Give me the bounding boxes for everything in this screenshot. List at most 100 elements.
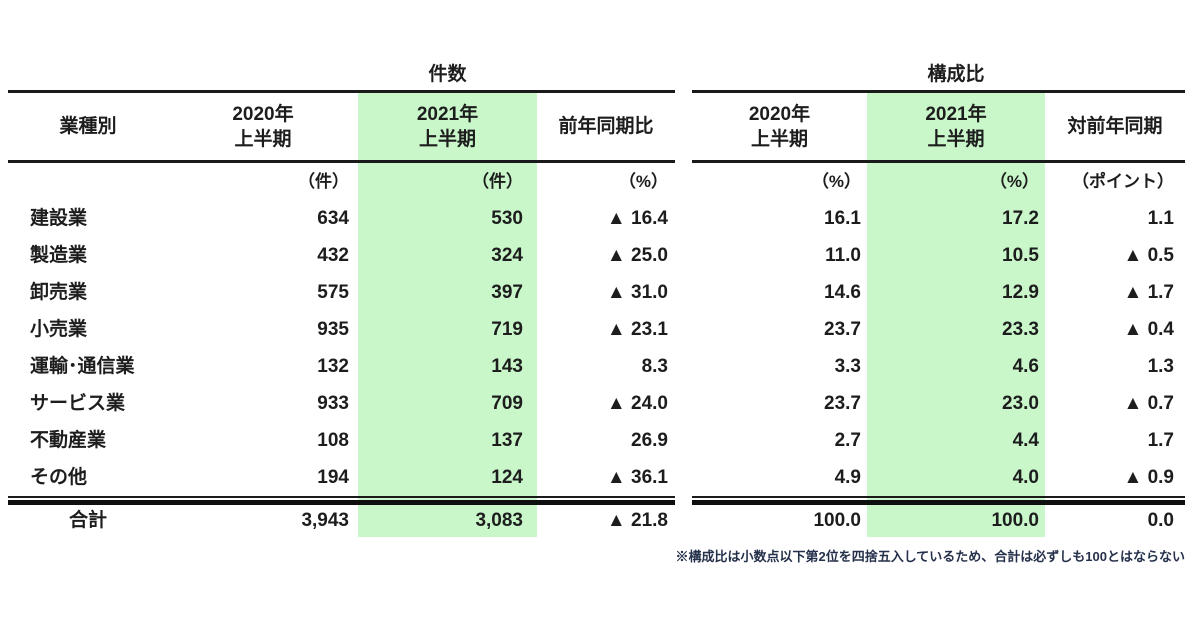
- industry-header-label: 業種別: [59, 116, 117, 137]
- ratio-2021-header: 2021年 上半期: [867, 93, 1045, 160]
- table-row: 卸売業 575 397 ▲ 31.0: [8, 274, 675, 311]
- thick-rule: [8, 500, 675, 505]
- count-yoy-unit: （%）: [618, 172, 668, 191]
- count-yoy-value: 8.3: [641, 356, 668, 377]
- ratio-2021-value: 17.2: [867, 200, 1045, 237]
- ratio-table: 構成比 2020年 上半期 2021年 上半期 対前年同期 （%） （%） （ポ…: [692, 60, 1185, 537]
- count-2020-unit: （件）: [298, 172, 349, 191]
- count-2021-total: 3,083: [358, 505, 537, 537]
- count-total-row: 合計 3,943 3,083 ▲ 21.8: [8, 505, 675, 537]
- ratio-section-header: 構成比: [692, 60, 1185, 90]
- ratio-2021-value: 12.9: [867, 274, 1045, 311]
- horizontal-rule: [8, 160, 675, 163]
- ratio-2021-value: 23.0: [867, 385, 1045, 422]
- ratio-2021-value: 10.5: [867, 237, 1045, 274]
- count-2020-header: 2020年 上半期: [168, 93, 358, 160]
- count-table: 件数 業種別 2020年 上半期 2021年 上半期 前年同期比 （件） （件）…: [8, 60, 675, 537]
- horizontal-rule: [8, 90, 675, 93]
- ratio-yoy-value: ▲ 0.9: [1123, 467, 1175, 488]
- ratio-yoy-value: 1.3: [1147, 356, 1174, 377]
- ratio-2021-value: 23.3: [867, 311, 1045, 348]
- year-2020-label: 2020年: [748, 103, 811, 125]
- table-row: サービス業 933 709 ▲ 24.0: [8, 385, 675, 422]
- count-yoy-total: ▲ 21.8: [606, 510, 668, 531]
- spacer: [8, 60, 358, 90]
- ratio-2020-total: 100.0: [813, 510, 861, 531]
- count-yoy-value: 26.9: [631, 430, 668, 451]
- ratio-yoy-value: 1.7: [1147, 430, 1174, 451]
- industry-label: その他: [30, 467, 88, 488]
- count-yoy-label: 前年同期比: [558, 116, 654, 137]
- ratio-2021-unit: （%）: [867, 163, 1045, 200]
- count-yoy-value: ▲ 31.0: [606, 282, 668, 303]
- industry-label: 卸売業: [30, 282, 88, 303]
- ratio-2020-unit: （%）: [811, 172, 861, 191]
- ratio-2020-value: 2.7: [834, 430, 861, 451]
- ratio-2020-value: 23.7: [824, 319, 861, 340]
- spacer: [8, 163, 168, 200]
- ratio-section-title: 構成比: [927, 64, 985, 85]
- ratio-2020-value: 11.0: [825, 245, 861, 266]
- count-2020-value: 108: [317, 430, 349, 451]
- table-row: 14.6 12.9 ▲ 1.7: [692, 274, 1185, 311]
- half-label: 上半期: [234, 128, 292, 150]
- count-2021-value: 530: [358, 200, 537, 237]
- ratio-2020-value: 4.9: [834, 467, 861, 488]
- count-yoy-value: ▲ 23.1: [606, 319, 668, 340]
- count-2020-value: 194: [317, 467, 349, 488]
- ratio-column-headers: 2020年 上半期 2021年 上半期 対前年同期: [692, 93, 1185, 160]
- count-2021-value: 324: [358, 237, 537, 274]
- table-row: 16.1 17.2 1.1: [692, 200, 1185, 237]
- ratio-2021-total: 100.0: [867, 505, 1045, 537]
- count-yoy-value: ▲ 24.0: [606, 393, 668, 414]
- count-yoy-value: ▲ 36.1: [606, 467, 668, 488]
- industry-label: 製造業: [30, 245, 88, 266]
- half-label: 上半期: [418, 128, 476, 150]
- industry-column-header: 業種別: [8, 93, 168, 160]
- industry-label: 建設業: [30, 208, 88, 229]
- table-row: 不動産業 108 137 26.9: [8, 422, 675, 459]
- ratio-2020-value: 3.3: [834, 356, 861, 377]
- horizontal-rule: [692, 160, 1185, 163]
- ratio-yoy-value: ▲ 0.4: [1123, 319, 1175, 340]
- count-2021-value: 137: [358, 422, 537, 459]
- count-section-title: 件数: [428, 64, 467, 85]
- year-2021-label: 2021年: [416, 103, 479, 125]
- count-2020-value: 132: [317, 356, 349, 377]
- ratio-2020-header: 2020年 上半期: [692, 93, 867, 160]
- table-row: 23.7 23.3 ▲ 0.4: [692, 311, 1185, 348]
- count-2021-value: 719: [358, 311, 537, 348]
- ratio-yoy-value: ▲ 0.5: [1123, 245, 1175, 266]
- ratio-2021-value: 4.0: [867, 459, 1045, 496]
- thin-rule: [8, 496, 675, 498]
- count-section-header: 件数: [8, 60, 675, 90]
- industry-label: サービス業: [30, 393, 126, 414]
- count-2021-header: 2021年 上半期: [358, 93, 537, 160]
- horizontal-rule: [692, 90, 1185, 93]
- rounding-footnote: ※構成比は小数点以下第2位を四捨五入しているため、合計は必ずしも100とはならな…: [675, 549, 1185, 564]
- count-2021-value: 143: [358, 348, 537, 385]
- count-column-headers: 業種別 2020年 上半期 2021年 上半期 前年同期比: [8, 93, 675, 160]
- count-2020-value: 935: [317, 319, 349, 340]
- table-row: 23.7 23.0 ▲ 0.7: [692, 385, 1185, 422]
- table-row: 11.0 10.5 ▲ 0.5: [692, 237, 1185, 274]
- count-2020-value: 634: [317, 208, 349, 229]
- table-row: 4.9 4.0 ▲ 0.9: [692, 459, 1185, 496]
- year-2021-label: 2021年: [925, 103, 987, 125]
- total-separator-rule: [692, 496, 1185, 505]
- ratio-yoy-total: 0.0: [1147, 510, 1174, 531]
- count-2020-value: 432: [317, 245, 349, 266]
- ratio-2020-value: 23.7: [824, 393, 861, 414]
- count-2021-value: 397: [358, 274, 537, 311]
- count-2021-unit: （件）: [358, 163, 537, 200]
- ratio-2021-value: 4.6: [867, 348, 1045, 385]
- ratio-units-row: （%） （%） （ポイント）: [692, 163, 1185, 200]
- industry-label: 運輸･通信業: [30, 356, 135, 377]
- thick-rule: [692, 500, 1185, 505]
- count-yoy-header: 前年同期比: [537, 93, 675, 160]
- ratio-yoy-unit: （ポイント）: [1072, 172, 1174, 191]
- ratio-total-row: 100.0 100.0 0.0: [692, 505, 1185, 537]
- ratio-yoy-label: 対前年同期: [1067, 116, 1163, 137]
- table-row: 小売業 935 719 ▲ 23.1: [8, 311, 675, 348]
- table-row: 2.7 4.4 1.7: [692, 422, 1185, 459]
